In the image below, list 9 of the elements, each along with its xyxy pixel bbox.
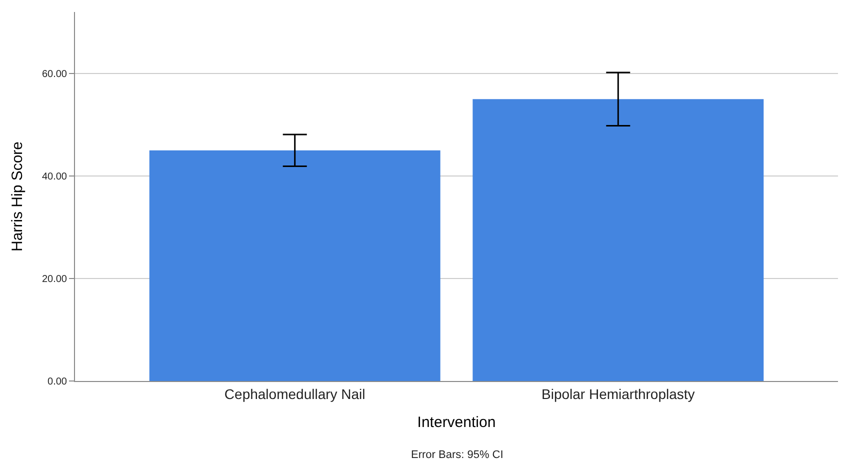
text: Error Bars: 95% CI (411, 449, 504, 461)
y-tick-label: 60.00 (42, 69, 68, 80)
x-tick-label: Bipolar Hemiarthroplasty (542, 386, 695, 402)
x-tick-label: Cephalomedullary Nail (224, 386, 366, 402)
y-tick-label: 0.00 (48, 376, 68, 388)
x-axis-title: Intervention (417, 414, 496, 431)
y-tick-label: 20.00 (42, 274, 68, 285)
y-tick-label: 40.00 (42, 172, 68, 182)
y-axis-title: Harris Hip Score (9, 141, 26, 252)
